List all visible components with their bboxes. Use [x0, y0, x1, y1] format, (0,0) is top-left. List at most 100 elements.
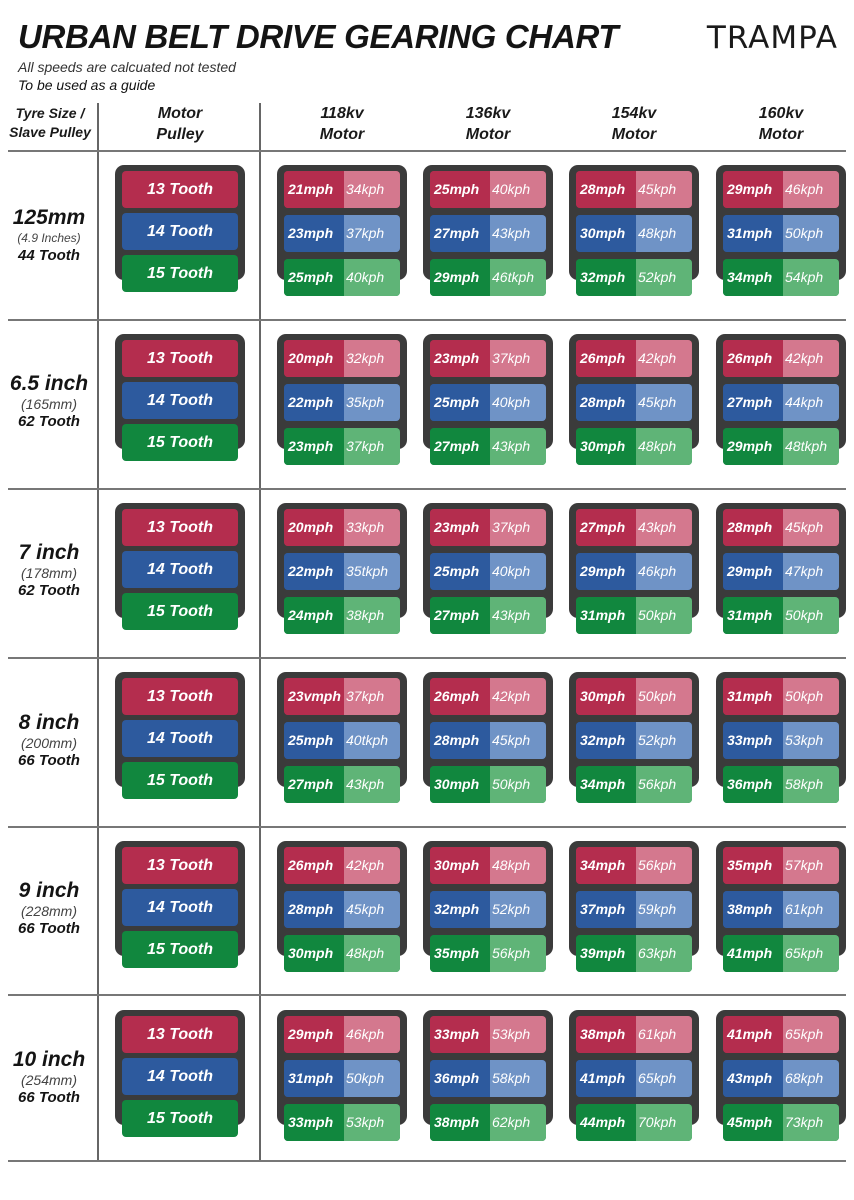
speed-mph: 28mph [284, 891, 344, 928]
speed-kph: 57kph [783, 847, 839, 884]
speed-mph: 41mph [576, 1060, 636, 1097]
speed-kph: 50kph [783, 678, 839, 715]
row-divider [8, 657, 846, 659]
motor-pulley-bar: 14 Tooth [122, 382, 238, 419]
slave-pulley-teeth: 44 Tooth [18, 247, 80, 264]
motor-pulley-bar: 15 Tooth [122, 1100, 238, 1137]
speed-bar: 37mph 59kph [576, 891, 692, 928]
speed-mph: 29mph [576, 553, 636, 590]
speed-bar: 39mph 63kph [576, 935, 692, 972]
speed-bar: 28mph 45kph [723, 509, 839, 546]
speed-bar: 32mph 52kph [430, 891, 546, 928]
speed-panel: 35mph 57kph 38mph 61kph 41mph 65kph [716, 841, 846, 972]
motor-pulley-panel: 13 Tooth 14 Tooth 15 Tooth [115, 165, 245, 292]
speed-bar: 26mph 42kph [576, 340, 692, 377]
speed-bar: 25mph 40kph [430, 171, 546, 208]
motor-pulley-bar: 15 Tooth [122, 424, 238, 461]
speed-kph: 65kph [783, 935, 839, 972]
tyre-size-label: 125mm (4.9 Inches) 44 Tooth [4, 206, 94, 265]
speed-mph: 31mph [723, 678, 783, 715]
speed-bar: 38mph 62kph [430, 1104, 546, 1141]
speed-mph: 23mph [430, 509, 490, 546]
speed-mph: 37mph [576, 891, 636, 928]
motor-pulley-bar: 14 Tooth [122, 1058, 238, 1095]
speed-kph: 54kph [783, 259, 839, 296]
slave-pulley-teeth: 66 Tooth [18, 1089, 80, 1106]
speed-mph: 25mph [430, 553, 490, 590]
speed-kph: 37kph [490, 340, 546, 377]
speed-kph: 52kph [636, 722, 692, 759]
speed-kph: 42kph [636, 340, 692, 377]
tyre-size: 8 inch [18, 711, 80, 734]
motor-pulley-bar: 13 Tooth [122, 847, 238, 884]
disclaimer-note: All speeds are calcuated not tested [18, 59, 236, 75]
speed-kph: 65kph [783, 1016, 839, 1053]
speed-bar: 26mph 42kph [723, 340, 839, 377]
speed-kph: 50kph [783, 215, 839, 252]
tyre-size-alt: (165mm) [20, 396, 77, 412]
speed-bar: 29mph 46kph [284, 1016, 400, 1053]
speed-bar: 27mph 43kph [284, 766, 400, 803]
tyre-size-alt: (178mm) [20, 565, 77, 581]
speed-mph: 30mph [576, 428, 636, 465]
speed-kph: 37kph [344, 428, 400, 465]
speed-mph: 26mph [576, 340, 636, 377]
speed-mph: 27mph [723, 384, 783, 421]
speed-kph: 59kph [636, 891, 692, 928]
speed-mph: 29mph [284, 1016, 344, 1053]
speed-kph: 68kph [783, 1060, 839, 1097]
speed-panel: 28mph 45kph 30mph 48kph 32mph 52kph [569, 165, 699, 296]
speed-bar: 44mph 70kph [576, 1104, 692, 1141]
motor-pulley-bar: 15 Tooth [122, 255, 238, 292]
speed-bar: 20mph 33kph [284, 509, 400, 546]
column-divider [259, 103, 261, 1161]
speed-bar: 29mph 46tkph [430, 259, 546, 296]
speed-panel: 28mph 45kph 29mph 47kph 31mph 50kph [716, 503, 846, 634]
speed-bar: 28mph 45kph [576, 384, 692, 421]
speed-bar: 31mph 50kph [723, 678, 839, 715]
motor-pulley-bar: 15 Tooth [122, 931, 238, 968]
motor-pulley-bar: 14 Tooth [122, 889, 238, 926]
speed-panel: 29mph 46kph 31mph 50kph 34mph 54kph [716, 165, 846, 296]
speed-kph: 35tkph [344, 553, 400, 590]
speed-kph: 50kph [636, 597, 692, 634]
speed-kph: 58kph [490, 1060, 546, 1097]
speed-kph: 53kph [783, 722, 839, 759]
tyre-size-label: 6.5 inch (165mm) 62 Tooth [4, 372, 94, 431]
speed-kph: 48kph [344, 935, 400, 972]
speed-kph: 48kph [636, 215, 692, 252]
speed-kph: 38kph [344, 597, 400, 634]
row-divider [8, 994, 846, 996]
speed-mph: 31mph [284, 1060, 344, 1097]
speed-bar: 25mph 40tkph [284, 722, 400, 759]
speed-bar: 28mph 45kph [430, 722, 546, 759]
speed-bar: 23mph 37kph [284, 215, 400, 252]
slave-pulley-teeth: 66 Tooth [18, 752, 80, 769]
speed-panel: 38mph 61kph 41mph 65kph 44mph 70kph [569, 1010, 699, 1141]
speed-bar: 36mph 58kph [723, 766, 839, 803]
motor-pulley-bar: 14 Tooth [122, 551, 238, 588]
speed-kph: 45kph [636, 171, 692, 208]
speed-mph: 23mph [284, 215, 344, 252]
tyre-size: 7 inch [18, 541, 80, 564]
speed-mph: 38mph [430, 1104, 490, 1141]
slave-pulley-teeth: 62 Tooth [18, 582, 80, 599]
speed-kph: 42kph [490, 678, 546, 715]
speed-mph: 39mph [576, 935, 636, 972]
tyre-size: 6.5 inch [9, 372, 89, 395]
speed-kph: 40kph [490, 171, 546, 208]
speed-kph: 48kph [636, 428, 692, 465]
speed-bar: 31mph 50kph [576, 597, 692, 634]
speed-mph: 29mph [723, 428, 783, 465]
speed-kph: 37kph [344, 678, 400, 715]
speed-mph: 25mph [430, 171, 490, 208]
speed-bar: 41mph 65kph [723, 1016, 839, 1053]
speed-bar: 27mph 43kph [430, 215, 546, 252]
speed-kph: 37kph [344, 215, 400, 252]
motor-pulley-bar: 13 Tooth [122, 1016, 238, 1053]
speed-kph: 40kph [344, 259, 400, 296]
slave-pulley-teeth: 66 Tooth [18, 920, 80, 937]
speed-mph: 30mph [576, 215, 636, 252]
motor-pulley-bar: 13 Tooth [122, 171, 238, 208]
speed-kph: 48tkph [783, 428, 839, 465]
